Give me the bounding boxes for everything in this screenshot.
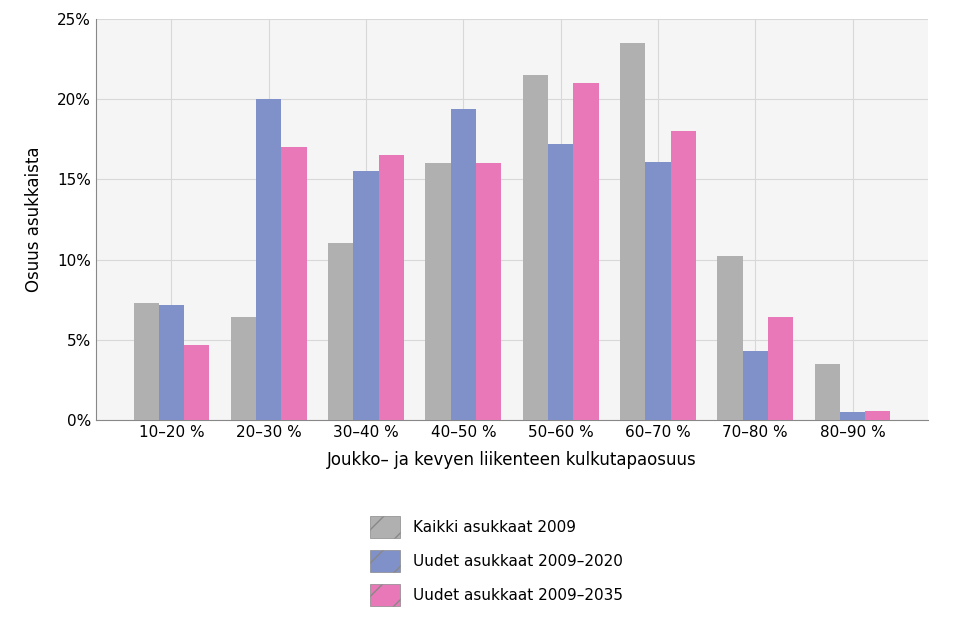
Bar (353, 171, 379, 420)
Bar (768, 318, 793, 420)
Bar (548, 144, 573, 420)
Legend: Kaikki asukkaat 2009, Uudet asukkaat 2009–2020, Uudet asukkaat 2009–2035: Kaikki asukkaat 2009, Uudet asukkaat 200… (369, 516, 623, 606)
Bar (451, 109, 476, 420)
Bar (671, 131, 696, 420)
Bar (865, 410, 890, 420)
Bar (718, 256, 743, 420)
Bar (231, 318, 256, 420)
Bar (426, 163, 451, 420)
X-axis label: Joukko– ja kevyen liikenteen kulkutapaosuus: Joukko– ja kevyen liikenteen kulkutapaos… (327, 451, 697, 469)
Bar (743, 351, 768, 420)
Bar (645, 161, 671, 420)
Bar (523, 75, 548, 420)
Bar (184, 345, 210, 420)
Bar (159, 305, 184, 420)
Y-axis label: Osuus asukkaista: Osuus asukkaista (25, 146, 43, 292)
Bar (814, 364, 840, 420)
Bar (573, 83, 598, 420)
Bar (256, 99, 281, 420)
Bar (476, 163, 501, 420)
Bar (840, 412, 865, 420)
Bar (620, 43, 645, 420)
Bar (134, 303, 159, 420)
Bar (328, 243, 353, 420)
Bar (281, 147, 306, 420)
Bar (379, 155, 404, 420)
